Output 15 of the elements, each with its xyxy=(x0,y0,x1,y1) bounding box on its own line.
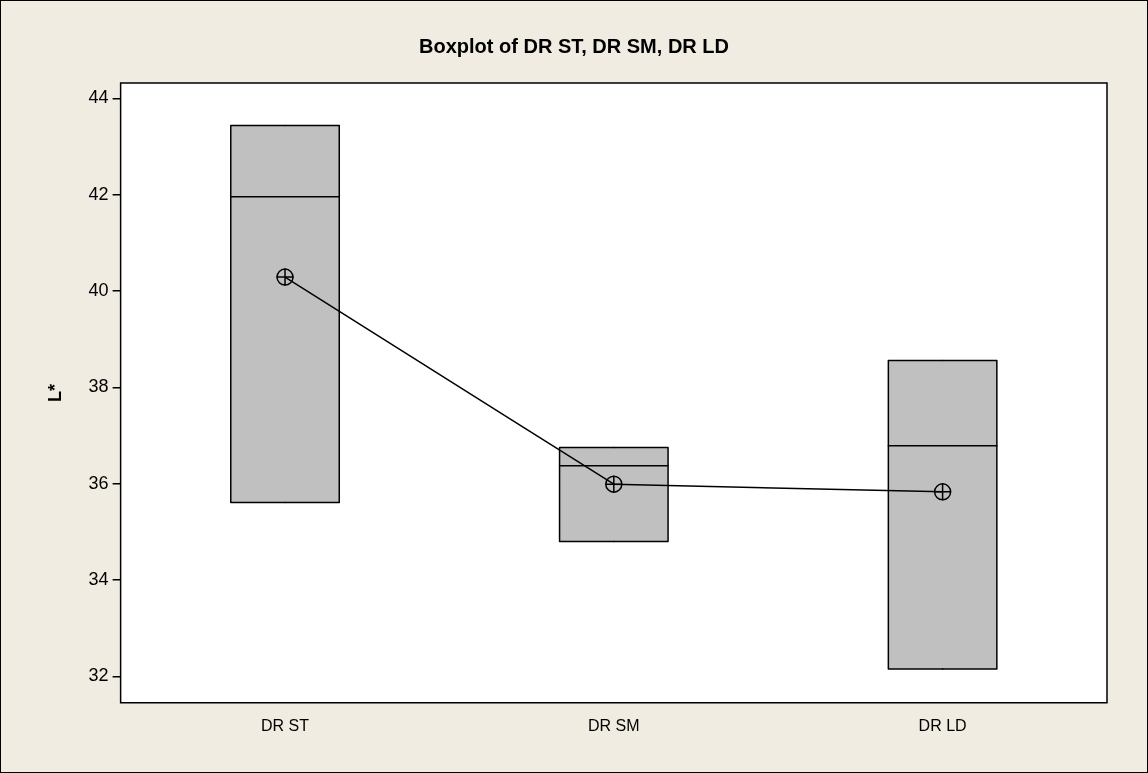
x-tick-label: DR LD xyxy=(918,716,967,734)
y-tick-label: 36 xyxy=(88,472,109,493)
chart-title: Boxplot of DR ST, DR SM, DR LD xyxy=(419,34,729,57)
y-tick-label: 40 xyxy=(88,280,109,301)
y-tick-label: 34 xyxy=(88,568,109,589)
y-axis-title: L* xyxy=(44,383,65,402)
point xyxy=(933,483,952,501)
point xyxy=(276,268,294,286)
y-tick-label: 32 xyxy=(88,665,109,686)
x-tick-label: DR ST xyxy=(261,716,310,734)
y-tick-label: 38 xyxy=(88,376,109,397)
point xyxy=(605,475,623,493)
y-tick-label: 42 xyxy=(88,183,109,204)
y-tick-label: 44 xyxy=(88,87,109,108)
x-tick-label: DR SM xyxy=(588,716,640,734)
